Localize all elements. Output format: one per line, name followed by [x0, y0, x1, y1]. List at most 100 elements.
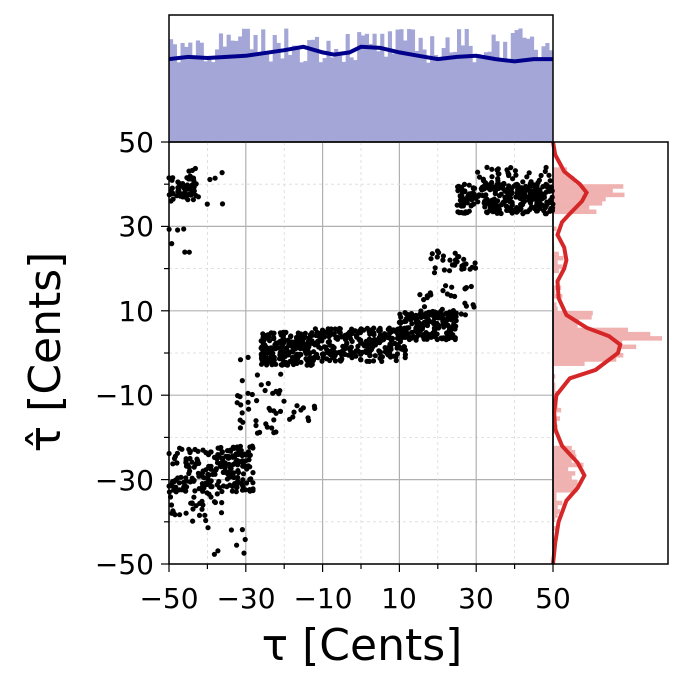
scatter-point	[253, 418, 259, 424]
scatter-point	[475, 169, 481, 175]
scatter-point	[193, 181, 199, 187]
scatter-point	[461, 181, 468, 187]
top-histogram-bar	[545, 43, 550, 142]
top-histogram-bar	[307, 40, 312, 142]
scatter-point	[172, 486, 178, 492]
scatter-point	[265, 380, 271, 387]
scatter-point	[239, 527, 245, 533]
scatter-point	[170, 461, 176, 467]
scatter-point	[258, 338, 264, 344]
scatter-point	[318, 345, 324, 351]
scatter-point	[174, 450, 180, 456]
scatter-point	[493, 205, 500, 211]
scatter-point	[217, 462, 223, 468]
right-histogram-bar	[553, 483, 580, 489]
scatter-point	[513, 172, 519, 178]
top-histogram-bar	[549, 50, 554, 142]
scatter-point	[219, 488, 225, 495]
top-histogram-bar	[192, 55, 197, 142]
top-histogram-bar	[199, 42, 204, 143]
scatter-point	[258, 382, 264, 388]
top-histogram-bar	[341, 61, 346, 142]
scatter-point	[536, 177, 543, 183]
top-histogram-bar	[357, 32, 362, 142]
top-histogram-bar	[468, 45, 473, 142]
scatter-point	[417, 328, 423, 334]
top-histogram-bar	[407, 29, 412, 142]
scatter-point	[371, 325, 377, 331]
scatter-point	[199, 506, 205, 512]
scatter-point	[178, 183, 184, 189]
top-histogram-bar	[441, 48, 446, 142]
scatter-point	[190, 518, 196, 524]
scatter-point	[208, 484, 214, 490]
scatter-point	[174, 460, 180, 466]
scatter-point	[512, 168, 519, 174]
top-histogram-bar	[499, 61, 504, 142]
scatter-point	[370, 358, 377, 364]
scatter-point	[409, 329, 415, 335]
scatter-point	[269, 330, 276, 336]
right-histogram-bar	[553, 353, 624, 358]
scatter-point	[495, 176, 501, 182]
scatter-point	[421, 297, 427, 303]
right-histogram-bar	[553, 407, 562, 413]
scatter-point	[224, 484, 230, 490]
scatter-point	[463, 197, 469, 203]
scatter-point	[239, 378, 245, 384]
scatter-point	[208, 494, 214, 500]
right-histogram-bar	[553, 175, 575, 181]
right-histogram-bar	[553, 171, 566, 177]
scatter-point	[271, 336, 277, 342]
scatter-point	[231, 474, 237, 481]
scatter-point	[280, 331, 286, 337]
scatter-point	[270, 390, 276, 396]
x-tick-label: 50	[535, 582, 571, 615]
scatter-point	[270, 350, 276, 356]
right-histogram-bar	[553, 357, 617, 362]
scatter-point	[387, 335, 393, 342]
top-histogram-bar	[395, 29, 400, 143]
scatter-point	[542, 168, 548, 174]
scatter-point	[363, 348, 369, 354]
scatter-point	[440, 253, 446, 259]
scatter-point	[544, 199, 550, 205]
right-histogram-bar	[553, 323, 578, 328]
scatter-point	[462, 189, 468, 195]
scatter-point	[188, 500, 194, 506]
top-histogram-bar	[399, 29, 404, 143]
scatter-point	[526, 170, 532, 176]
scatter-point	[215, 445, 221, 451]
top-histogram-bar	[257, 52, 262, 142]
top-histogram-bar	[280, 58, 285, 142]
scatter-point	[175, 188, 181, 194]
right-histogram-bar	[553, 500, 563, 506]
top-histogram-bar	[387, 31, 393, 142]
scatter-point	[335, 336, 341, 342]
scatter-point	[230, 453, 236, 459]
scatter-point	[250, 487, 256, 494]
scatter-point	[525, 209, 531, 215]
scatter-point	[482, 198, 488, 204]
scatter-point	[463, 303, 469, 309]
x-tick-label: −10	[293, 582, 352, 615]
right-histogram-bar	[553, 458, 572, 464]
scatter-point	[539, 192, 545, 198]
scatter-point	[439, 306, 445, 312]
scatter-point	[356, 336, 362, 342]
top-histogram-bar	[188, 42, 193, 142]
top-histogram-bar	[322, 58, 327, 142]
scatter-point	[440, 312, 446, 318]
scatter-point	[456, 183, 462, 189]
scatter-point	[250, 480, 256, 486]
scatter-point	[418, 321, 424, 327]
scatter-point	[186, 186, 192, 192]
top-marginal	[168, 14, 554, 143]
scatter-point	[191, 188, 197, 194]
scatter-point	[182, 249, 188, 255]
scatter-point	[172, 512, 178, 518]
scatter-point	[379, 354, 385, 360]
scatter-point	[239, 410, 245, 416]
scatter-point	[276, 391, 282, 397]
scatter-point	[486, 200, 492, 206]
